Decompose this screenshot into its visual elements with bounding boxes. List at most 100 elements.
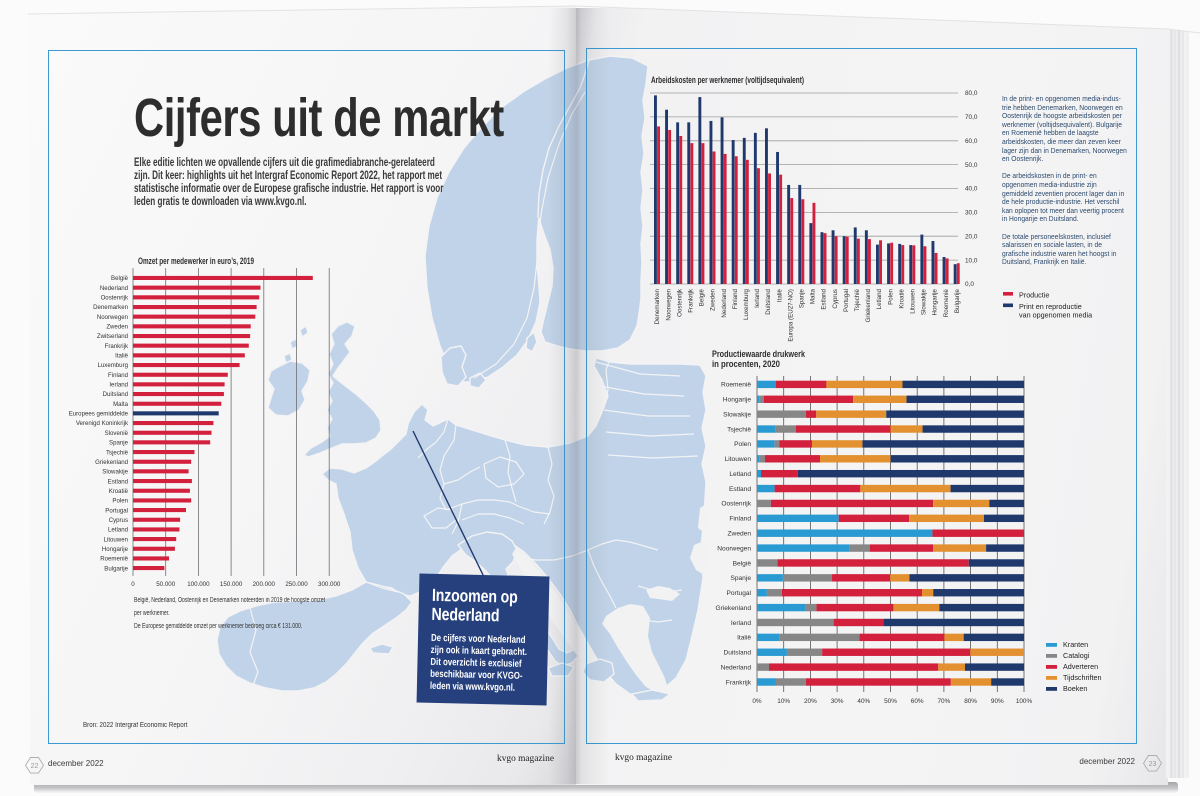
svg-text:Zweden: Zweden bbox=[728, 531, 752, 538]
svg-text:Polen: Polen bbox=[734, 441, 751, 448]
svg-text:50,0: 50,0 bbox=[965, 162, 978, 169]
svg-text:Productiewaarde drukwerk: Productiewaarde drukwerk bbox=[712, 349, 805, 360]
svg-text:Finland: Finland bbox=[729, 516, 751, 523]
svg-text:Griekenland: Griekenland bbox=[95, 459, 128, 466]
svg-text:Italië: Italië bbox=[776, 288, 783, 302]
svg-text:Europa (EU27-NO): Europa (EU27-NO) bbox=[787, 289, 794, 342]
svg-text:Roemenië: Roemenië bbox=[100, 556, 128, 563]
svg-text:Omzet per medewerker in euro’s: Omzet per medewerker in euro’s, 2019 bbox=[138, 256, 254, 267]
svg-text:Estland: Estland bbox=[108, 478, 128, 485]
svg-text:Frankrijk: Frankrijk bbox=[726, 679, 752, 686]
svg-text:Oostenrijk: Oostenrijk bbox=[676, 288, 683, 317]
svg-text:Italië: Italië bbox=[737, 635, 751, 642]
svg-text:70%: 70% bbox=[938, 698, 951, 705]
svg-text:80%: 80% bbox=[964, 698, 977, 705]
svg-text:Nederland: Nederland bbox=[100, 285, 128, 292]
svg-text:Noorwegen: Noorwegen bbox=[717, 545, 751, 552]
svg-text:Adverteren: Adverteren bbox=[1063, 662, 1098, 671]
svg-text:Malta: Malta bbox=[113, 401, 129, 408]
svg-text:23: 23 bbox=[1149, 761, 1157, 768]
svg-text:20%: 20% bbox=[804, 698, 817, 705]
svg-text:60%: 60% bbox=[911, 698, 924, 705]
svg-text:Letland: Letland bbox=[108, 527, 128, 534]
svg-text:150.000: 150.000 bbox=[220, 581, 243, 588]
svg-text:Finland: Finland bbox=[108, 372, 128, 379]
svg-text:250.000: 250.000 bbox=[285, 581, 308, 588]
svg-text:10%: 10% bbox=[777, 698, 790, 705]
svg-text:België: België bbox=[733, 560, 752, 567]
svg-text:Zweden: Zweden bbox=[710, 288, 717, 311]
svg-text:Boeken: Boeken bbox=[1063, 684, 1087, 693]
svg-text:Kroatië: Kroatië bbox=[109, 488, 129, 495]
svg-text:Estland: Estland bbox=[821, 288, 828, 309]
svg-text:Luxemburg: Luxemburg bbox=[98, 362, 129, 369]
svg-text:40,0: 40,0 bbox=[965, 186, 978, 193]
svg-text:Duitsland: Duitsland bbox=[765, 288, 772, 314]
svg-text:200.000: 200.000 bbox=[253, 581, 276, 588]
svg-text:0: 0 bbox=[131, 581, 135, 588]
svg-text:Oostenrijk: Oostenrijk bbox=[101, 295, 129, 302]
svg-text:België: België bbox=[111, 275, 129, 282]
svg-text:Cyprus: Cyprus bbox=[109, 517, 128, 524]
svg-text:Denemarken: Denemarken bbox=[654, 288, 661, 324]
svg-text:Litouwen: Litouwen bbox=[910, 288, 917, 313]
svg-text:10,0: 10,0 bbox=[965, 257, 978, 264]
svg-text:Duitsland: Duitsland bbox=[103, 391, 128, 398]
svg-text:30,0: 30,0 bbox=[965, 210, 978, 217]
svg-text:Malta: Malta bbox=[810, 288, 817, 304]
svg-text:20,0: 20,0 bbox=[965, 233, 978, 240]
svg-text:Oostenrijk: Oostenrijk bbox=[721, 501, 751, 508]
svg-text:Tsjechië: Tsjechië bbox=[727, 426, 751, 433]
svg-text:Tijdschriften: Tijdschriften bbox=[1063, 673, 1101, 682]
svg-text:Ierland: Ierland bbox=[754, 288, 761, 307]
svg-text:Ierland: Ierland bbox=[109, 382, 128, 389]
svg-text:Italië: Italië bbox=[115, 353, 128, 360]
svg-text:Hongarije: Hongarije bbox=[102, 546, 129, 553]
svg-text:Luxemburg: Luxemburg bbox=[743, 288, 750, 320]
svg-text:Letland: Letland bbox=[729, 471, 751, 478]
svg-text:Slowakije: Slowakije bbox=[921, 288, 928, 315]
svg-text:Slovenië: Slovenië bbox=[105, 430, 129, 437]
svg-text:0,0: 0,0 bbox=[965, 281, 974, 288]
svg-text:Slowakije: Slowakije bbox=[723, 412, 751, 419]
svg-text:Portugal: Portugal bbox=[726, 590, 751, 597]
svg-text:Zweden: Zweden bbox=[106, 324, 128, 331]
svg-text:Print en reproductie: Print en reproductie bbox=[1019, 302, 1082, 311]
svg-text:Noorwegen: Noorwegen bbox=[97, 314, 128, 321]
svg-text:30%: 30% bbox=[831, 698, 844, 705]
svg-text:Litouwen: Litouwen bbox=[104, 536, 128, 543]
svg-text:0%: 0% bbox=[752, 698, 762, 705]
svg-text:Nederland: Nederland bbox=[721, 288, 728, 317]
svg-text:Cyprus: Cyprus bbox=[832, 289, 839, 309]
svg-text:Bulgarije: Bulgarije bbox=[954, 288, 961, 313]
svg-text:100.000: 100.000 bbox=[187, 581, 210, 588]
svg-text:90%: 90% bbox=[991, 698, 1004, 705]
svg-text:60,0: 60,0 bbox=[965, 138, 978, 145]
svg-text:Catalogi: Catalogi bbox=[1063, 651, 1090, 660]
svg-text:Griekenland: Griekenland bbox=[715, 605, 751, 612]
svg-text:van opgenomen media: van opgenomen media bbox=[1019, 311, 1092, 320]
svg-text:Portugal: Portugal bbox=[105, 507, 128, 514]
svg-text:Letland: Letland bbox=[876, 288, 883, 309]
svg-text:Spanje: Spanje bbox=[730, 575, 751, 582]
svg-text:Ierland: Ierland bbox=[731, 620, 751, 627]
svg-text:Bulgarije: Bulgarije bbox=[104, 565, 128, 572]
svg-text:Roemenië: Roemenië bbox=[721, 382, 751, 389]
svg-text:40%: 40% bbox=[857, 698, 870, 705]
svg-text:80,0: 80,0 bbox=[965, 90, 978, 97]
svg-text:in procenten, 2020: in procenten, 2020 bbox=[712, 359, 780, 370]
svg-text:Arbeidskosten per werknemer (v: Arbeidskosten per werknemer (voltijdsequ… bbox=[651, 75, 804, 86]
svg-text:Griekenland: Griekenland bbox=[865, 288, 872, 322]
svg-text:Frankrijk: Frankrijk bbox=[105, 343, 129, 350]
svg-text:Frankrijk: Frankrijk bbox=[688, 288, 695, 313]
svg-text:Hongarije: Hongarije bbox=[932, 288, 939, 315]
svg-text:Kroatië: Kroatië bbox=[898, 288, 905, 308]
svg-text:Litouwen: Litouwen bbox=[725, 456, 752, 463]
svg-text:Duitsland: Duitsland bbox=[724, 650, 752, 657]
svg-text:Zwitserland: Zwitserland bbox=[97, 333, 128, 340]
svg-text:Finland: Finland bbox=[732, 288, 739, 309]
svg-text:50%: 50% bbox=[884, 698, 897, 705]
svg-text:Productie: Productie bbox=[1019, 291, 1049, 300]
svg-text:Spanje: Spanje bbox=[799, 288, 806, 308]
svg-text:Portugal: Portugal bbox=[843, 289, 850, 312]
